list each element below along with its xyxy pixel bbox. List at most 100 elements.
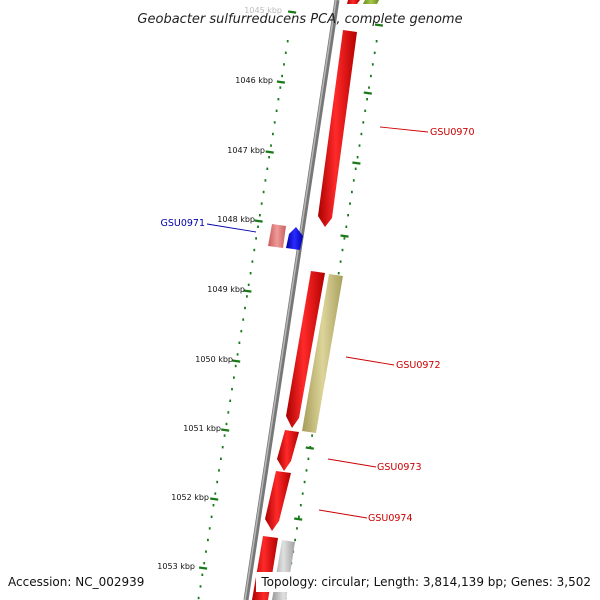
gene-partial-top-olive[interactable] <box>363 0 379 4</box>
minor-tick <box>351 190 353 194</box>
minor-tick <box>251 260 254 263</box>
major-tick <box>232 359 241 363</box>
minor-tick <box>216 480 219 484</box>
map-title: Geobacter sulfurreducens PCA, complete g… <box>137 12 462 27</box>
minor-tick <box>298 515 300 518</box>
minor-tick <box>208 527 211 530</box>
minor-tick <box>301 492 304 495</box>
minor-tick <box>299 504 302 507</box>
callout-GSU0972 <box>345 356 395 366</box>
kbp-label: 1051 kbp <box>183 424 221 433</box>
gene-GSU0974-arrow[interactable] <box>265 471 291 531</box>
minor-tick <box>221 446 224 449</box>
minor-tick <box>337 272 340 275</box>
gene-GSU0973-arrow[interactable] <box>277 430 299 471</box>
genome-backbone-highlight <box>244 0 337 600</box>
minor-tick <box>266 167 269 170</box>
minor-tick <box>339 260 342 263</box>
minor-tick <box>272 132 274 136</box>
minor-tick <box>199 585 202 588</box>
minor-tick <box>303 480 306 484</box>
feature-khaki-block[interactable] <box>302 274 343 433</box>
kbp-label: 1053 kbp <box>157 562 195 571</box>
minor-tick <box>294 538 296 542</box>
minor-tick <box>343 237 346 240</box>
minor-tick <box>257 225 259 228</box>
kbp-label: 1047 kbp <box>227 146 265 155</box>
callout-GSU0974 <box>318 509 368 519</box>
minor-tick <box>242 318 245 321</box>
minor-tick <box>197 596 200 600</box>
minor-tick <box>260 202 263 205</box>
minor-tick <box>205 550 207 553</box>
footer-summary-bg <box>256 572 596 592</box>
minor-tick <box>262 190 265 194</box>
major-tick <box>243 289 252 293</box>
minor-tick <box>366 98 368 101</box>
minor-tick <box>345 225 348 228</box>
major-tick <box>305 446 314 450</box>
minor-tick <box>264 179 267 182</box>
gene-GSU0971-arrow[interactable] <box>286 227 303 250</box>
minor-tick <box>246 295 248 298</box>
minor-tick <box>223 434 226 437</box>
gene-label-GSU0972[interactable]: GSU0972 <box>396 360 441 371</box>
minor-tick <box>284 51 287 54</box>
major-tick <box>221 428 230 432</box>
genome-backbone <box>243 0 340 600</box>
minor-tick <box>368 86 370 89</box>
minor-tick <box>354 167 357 170</box>
footer-accession-bg <box>6 572 156 592</box>
minor-tick <box>203 562 206 565</box>
gene-label-GSU0970[interactable]: GSU0970 <box>430 127 475 138</box>
gene-light-red-block[interactable] <box>268 224 286 248</box>
minor-tick <box>236 353 239 356</box>
minor-tick <box>210 515 213 518</box>
minor-tick <box>253 248 256 252</box>
major-tick <box>294 517 303 521</box>
kbp-label: 1049 kbp <box>207 285 245 294</box>
minor-tick <box>201 573 204 576</box>
kbp-label: 1050 kbp <box>195 355 233 364</box>
minor-tick <box>341 248 344 252</box>
minor-tick <box>273 121 276 124</box>
footer-summary: Topology: circular; Length: 3,814,139 bp… <box>260 575 591 589</box>
callout-GSU0971 <box>206 223 257 233</box>
major-tick <box>198 566 208 570</box>
major-tick <box>374 23 384 27</box>
minor-tick <box>225 422 228 426</box>
major-tick <box>265 150 274 154</box>
minor-tick <box>255 237 257 240</box>
minor-tick <box>240 330 243 333</box>
minor-tick <box>371 63 374 66</box>
kbp-label: 1048 kbp <box>217 215 255 224</box>
minor-tick <box>362 121 365 124</box>
minor-tick <box>275 109 278 112</box>
gene-GSU0970-arrow[interactable] <box>318 30 357 227</box>
minor-tick <box>364 109 367 112</box>
minor-tick <box>358 144 361 147</box>
minor-tick <box>305 469 308 472</box>
minor-tick <box>281 74 283 78</box>
major-tick <box>352 161 361 165</box>
gene-partial-top-red[interactable] <box>347 0 360 4</box>
minor-tick <box>244 306 246 310</box>
minor-tick <box>212 504 215 507</box>
gene-GSU0972-arrow[interactable] <box>286 271 325 428</box>
gene-label-GSU0971[interactable]: GSU0971 <box>160 218 205 229</box>
major-tick <box>363 91 372 95</box>
callout-GSU0973 <box>327 458 377 468</box>
kbp-label: 1052 kbp <box>171 493 209 502</box>
gene-label-GSU0974[interactable]: GSU0974 <box>368 513 413 524</box>
minor-tick <box>296 527 298 530</box>
minor-tick <box>307 457 310 460</box>
minor-tick <box>234 364 237 368</box>
minor-tick <box>277 98 280 101</box>
minor-tick <box>218 469 220 472</box>
gene-label-GSU0973[interactable]: GSU0973 <box>377 462 422 473</box>
minor-tick <box>220 457 222 460</box>
minor-tick <box>214 492 217 495</box>
minor-tick <box>373 51 376 54</box>
major-tick <box>340 234 349 238</box>
